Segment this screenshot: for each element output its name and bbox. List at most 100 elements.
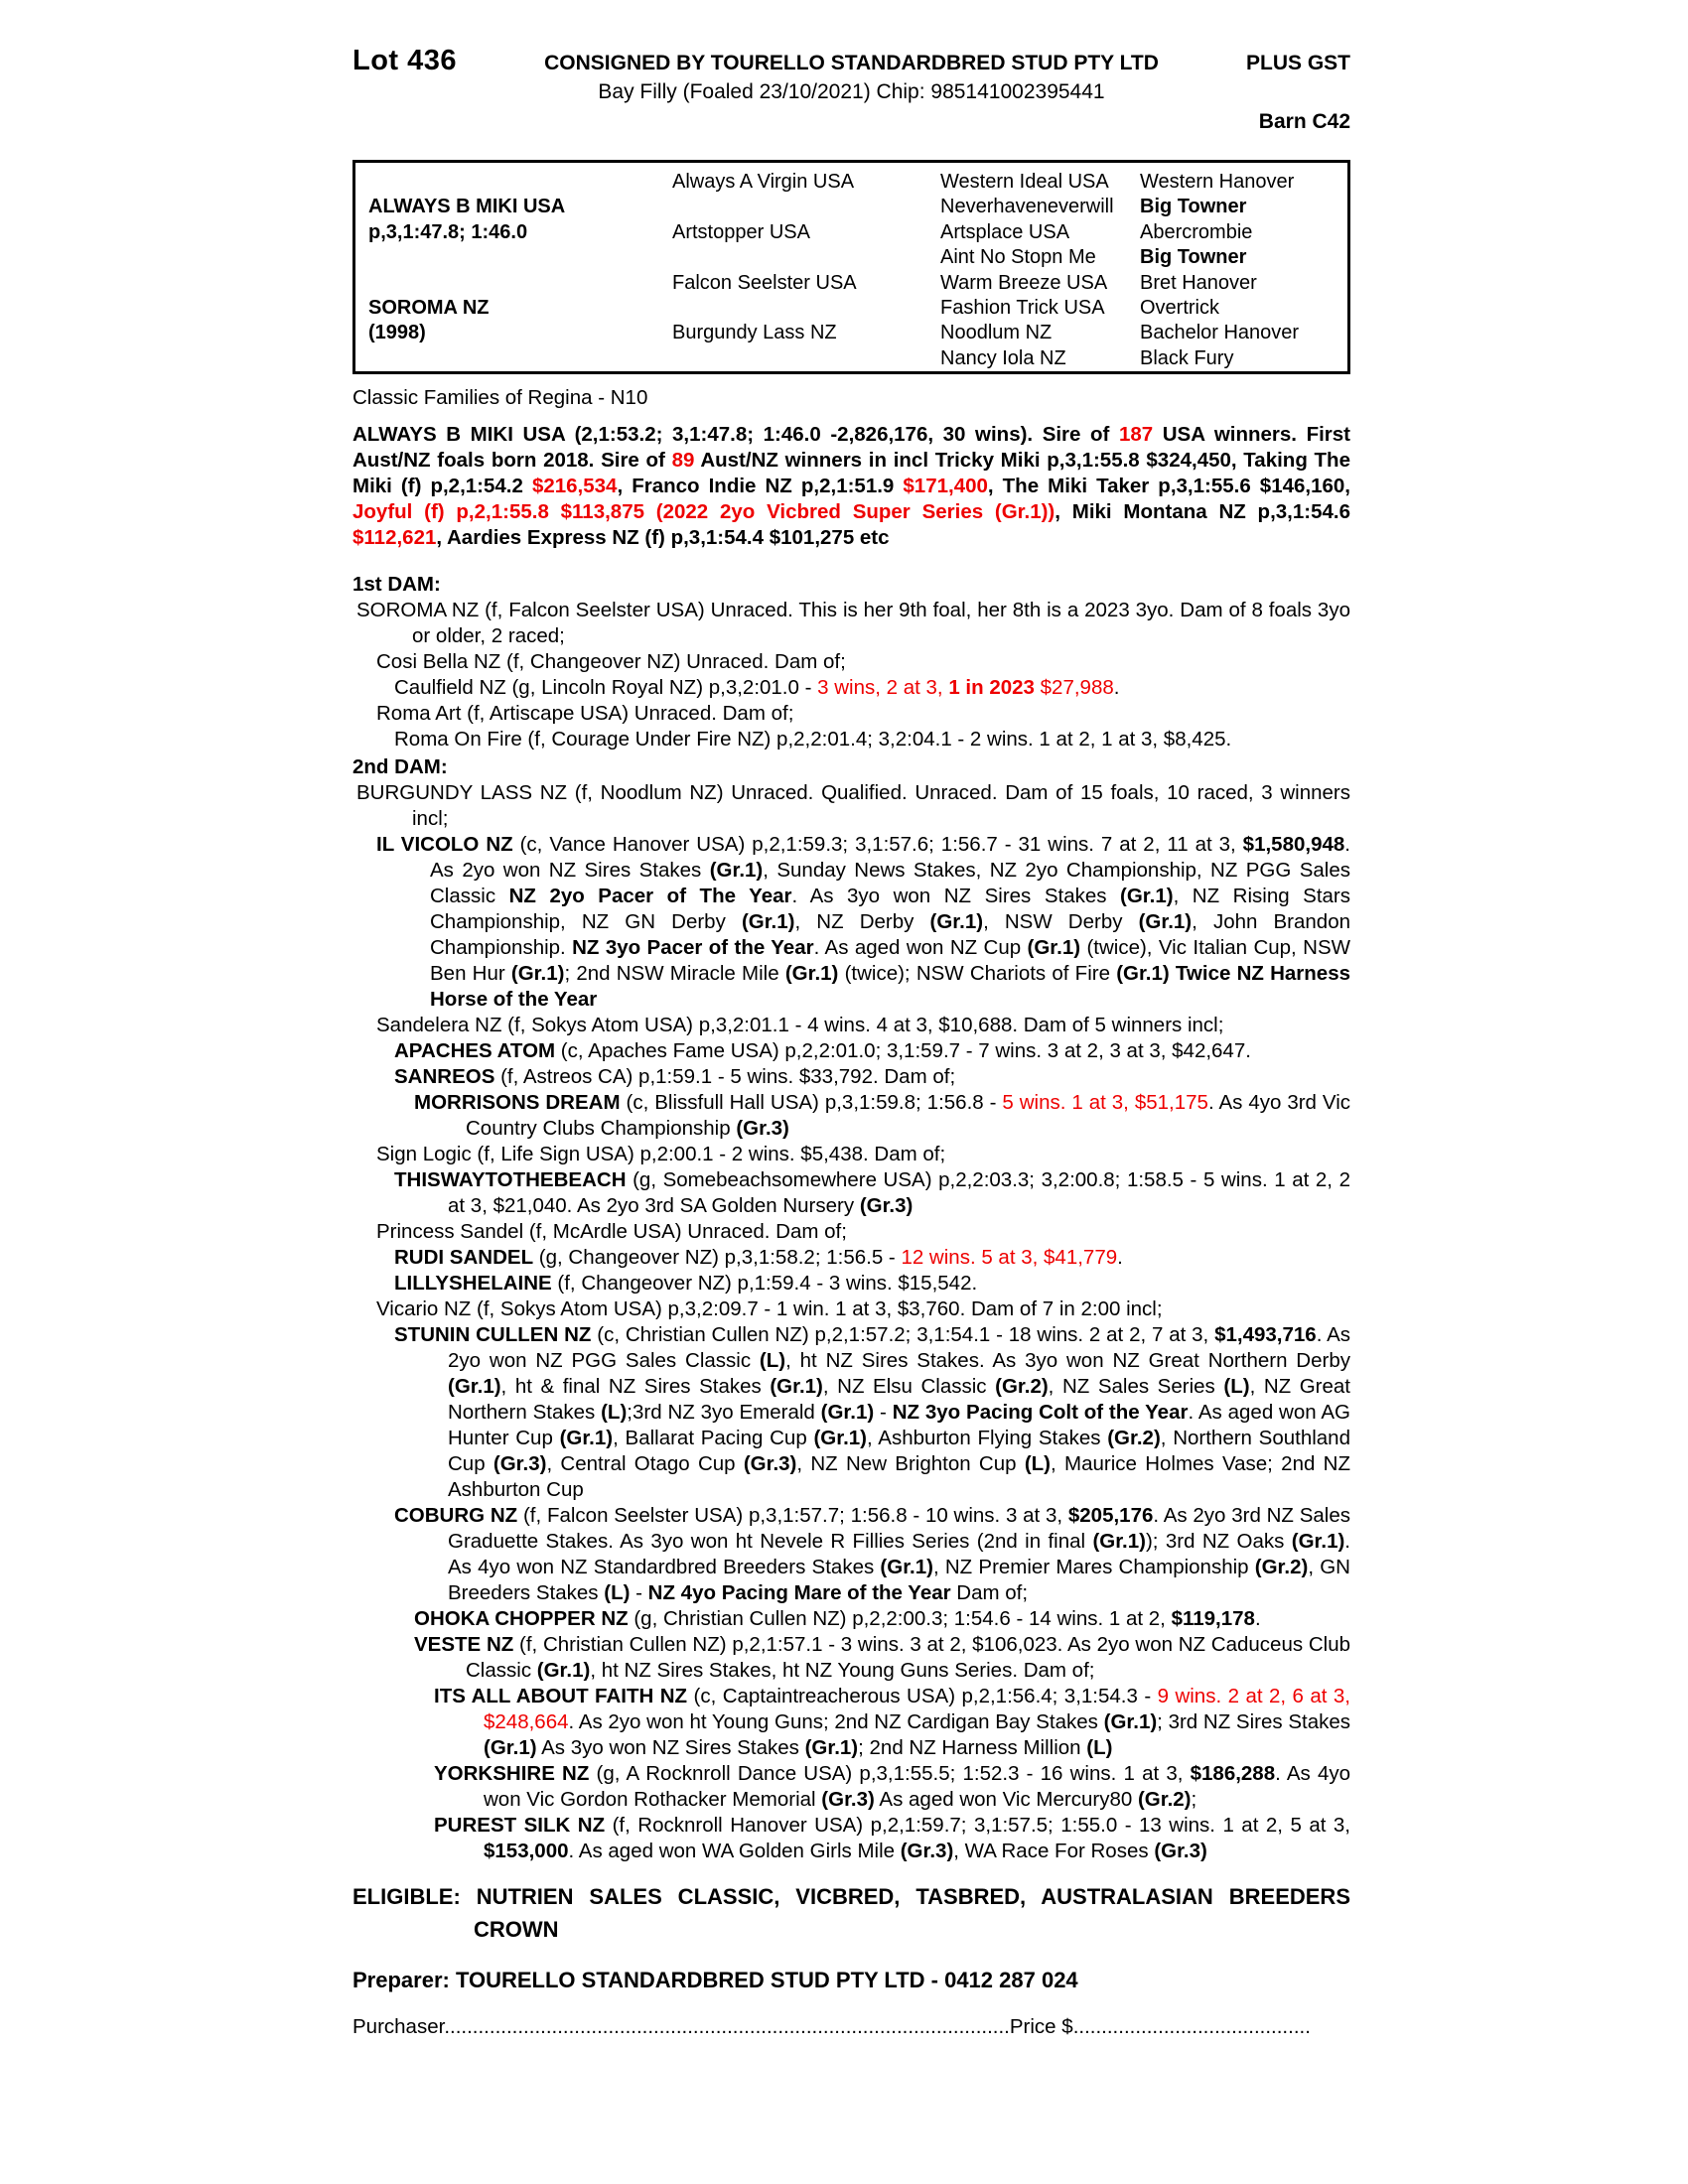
soroma-line: SOROMA NZ (f, Falcon Seelster USA) Unrac…	[352, 598, 1350, 649]
text-run: (Gr.3)	[1154, 1839, 1207, 1862]
text-run: (L)	[1086, 1735, 1113, 1759]
text-run: As 3yo won NZ Sires Stakes	[536, 1735, 805, 1759]
pedigree-cell: Warm Breeze USA	[940, 271, 1108, 294]
text-run: (twice), Vic Italian Cup, NSW Ben Hur	[430, 935, 1350, 985]
text-run: , ht & final NZ Sires Stakes	[500, 1374, 771, 1398]
text-run: (f, Changeover NZ) p,1:59.4 - 3 wins. $1…	[551, 1271, 978, 1295]
text-run: ;	[1191, 1787, 1197, 1811]
text-run: 89	[671, 449, 695, 472]
yorkshire-line: YORKSHIRE NZ (g, A Rocknroll Dance USA) …	[352, 1761, 1350, 1813]
text-run: $1,493,716	[1214, 1322, 1317, 1346]
pedigree-column-parents: Always A Virgin USA Artstopper USA Falcon …	[672, 170, 857, 371]
pedigree-cell: Always A Virgin USA	[672, 171, 855, 193]
text-run: (Gr.1)	[741, 909, 795, 933]
text-run: 3 wins, 2 at 3,	[817, 675, 949, 699]
text-run: , GN Breeders Stakes	[448, 1555, 1350, 1604]
pedigree-cell	[672, 346, 857, 371]
pedigree-cell: Artsplace USA	[940, 220, 1070, 243]
text-run: , NZ Derby	[794, 909, 930, 933]
vicario-line: Vicario NZ (f, Sokys Atom USA) p,3,2:09.…	[352, 1297, 1350, 1322]
text-run: . As 4yo won NZ Standardbred Breeders St…	[448, 1529, 1350, 1578]
text-run: OHOKA CHOPPER NZ	[414, 1606, 629, 1630]
text-run: (Gr.1)	[880, 1555, 933, 1578]
text-run: 187	[1118, 423, 1154, 446]
pedigree-cell: Abercrombie	[1140, 220, 1253, 243]
sanreos-line: SANREOS (f, Astreos CA) p,1:59.1 - 5 win…	[352, 1064, 1350, 1090]
pedigree-cell	[672, 195, 857, 219]
text-run: RUDI SANDEL	[394, 1245, 534, 1269]
sandelera-line: Sandelera NZ (f, Sokys Atom USA) p,3,2:0…	[352, 1013, 1350, 1038]
pedigree-cell: Fashion Trick USA	[940, 296, 1105, 319]
roma-on-fire-line: Roma On Fire (f, Courage Under Fire NZ) …	[352, 727, 1350, 752]
pedigree-cell: Big Towner	[1140, 246, 1247, 269]
pedigree-cell: (1998)	[368, 322, 426, 344]
text-run: SANREOS	[394, 1064, 495, 1088]
eligibility-statement: ELIGIBLE: NUTRIEN SALES CLASSIC, VICBRED…	[352, 1880, 1350, 1946]
text-run: (Gr.1)	[1092, 1529, 1146, 1553]
heading-2nd-dam: 2nd DAM:	[352, 754, 1350, 780]
text-run: YORKSHIRE NZ	[434, 1761, 590, 1785]
pedigree-cell: Bachelor Hanover	[1140, 322, 1300, 344]
pedigree-cell: SOROMA NZ	[368, 296, 490, 319]
text-run: . As 2yo 3rd NZ Sales Graduette Stakes. …	[448, 1503, 1350, 1553]
text-run: NZ 3yo Pacer of the Year	[572, 935, 814, 959]
family-pedigree-text: 1st DAM: SOROMA NZ (f, Falcon Seelster US…	[352, 572, 1350, 1864]
text-run: , NZ Elsu Classic	[822, 1374, 996, 1398]
pedigree-cell: Black Fury	[1140, 346, 1234, 369]
text-run: (twice); NSW Chariots of Fire	[838, 961, 1117, 985]
text-run: , Maurice Holmes Vase; 2nd NZ Ashburton …	[448, 1451, 1350, 1501]
text-run: 1st DAM:	[352, 572, 441, 596]
text-run: STUNIN CULLEN NZ	[394, 1322, 592, 1346]
pedigree-cell: Aint No Stopn Me	[940, 246, 1096, 269]
text-run: ; 2nd NZ Harness Million	[858, 1735, 1087, 1759]
pedigree-cell	[368, 346, 565, 371]
pedigree-cell	[672, 296, 857, 321]
text-run: (Gr.1)	[929, 909, 984, 933]
purchaser-label: Purchaser	[352, 2014, 445, 2038]
text-run: SOROMA NZ (f, Falcon Seelster USA) Unrac…	[356, 598, 1350, 647]
text-run: IL VICOLO NZ	[376, 832, 513, 856]
text-run: . As 4yo 3rd Vic Country Clubs Champions…	[466, 1090, 1351, 1140]
text-run: ); 3rd NZ Oaks	[1145, 1529, 1292, 1553]
text-run: (Gr.1)	[484, 1735, 537, 1759]
text-run: , ht NZ Sires Stakes. As 3yo won NZ Grea…	[785, 1348, 1350, 1372]
pedigree-cell: Artstopper USA	[672, 220, 810, 243]
text-run: , The Miki Taker p,3,1:55.6 $146,160,	[987, 475, 1351, 497]
barn-number: Barn C42	[1258, 110, 1350, 133]
text-run: (Gr.1)	[1291, 1529, 1345, 1553]
apaches-atom-line: APACHES ATOM (c, Apaches Fame USA) p,2,2…	[352, 1038, 1350, 1064]
consignor-title: CONSIGNED BY TOURELLO STANDARDBRED STUD …	[544, 52, 1159, 74]
pedigree-cell: Western Ideal USA	[940, 171, 1109, 193]
pedigree-cell: Falcon Seelster USA	[672, 271, 857, 294]
text-run: PUREST SILK NZ	[434, 1813, 606, 1837]
text-run: NZ 2yo Pacer of The Year	[508, 884, 792, 907]
pedigree-column-greatgrandparents: Western Hanover Big Towner Abercrombie Big …	[1140, 170, 1299, 371]
text-run: , Northern Southland Cup	[448, 1426, 1350, 1475]
text-run: (L)	[1024, 1451, 1052, 1475]
classic-families-note: Classic Families of Regina - N10	[352, 386, 648, 409]
text-run: .	[1254, 1606, 1261, 1630]
pedigree-cell: Noodlum NZ	[940, 322, 1053, 344]
text-run: (Gr.1)	[559, 1426, 614, 1449]
text-run: (f, Astreos CA) p,1:59.1 - 5 wins. $33,7…	[494, 1064, 956, 1088]
text-run: (L)	[601, 1400, 628, 1424]
text-run: $112,621	[352, 526, 437, 549]
pedigree-cell	[672, 245, 857, 270]
text-run: APACHES ATOM	[394, 1038, 556, 1062]
text-run: (Gr.1)	[804, 1735, 859, 1759]
text-run: (Gr.1)	[1027, 935, 1081, 959]
text-run: (Gr.3)	[743, 1451, 797, 1475]
text-run: 1 in 2023	[948, 675, 1035, 699]
header: Lot 436 CONSIGNED BY TOURELLO STANDARDBR…	[352, 45, 1350, 77]
text-run: (c, Apaches Fame USA) p,2,2:01.0; 3,1:59…	[555, 1038, 1251, 1062]
pedigree-cell	[368, 170, 565, 195]
text-run: -	[874, 1400, 893, 1424]
text-run: USA winners. First Aust/NZ foals born 20…	[352, 423, 1351, 472]
text-run: ; 3rd NZ Sires Stakes	[1157, 1709, 1351, 1733]
text-run: , John Brandon Championship.	[430, 909, 1351, 959]
text-run: (Gr.3)	[492, 1451, 547, 1475]
text-run: (Gr.2)	[1254, 1555, 1309, 1578]
text-run: (c, Vance Hanover USA) p,2,1:59.3; 3,1:5…	[512, 832, 1243, 856]
text-run: -	[630, 1580, 648, 1604]
